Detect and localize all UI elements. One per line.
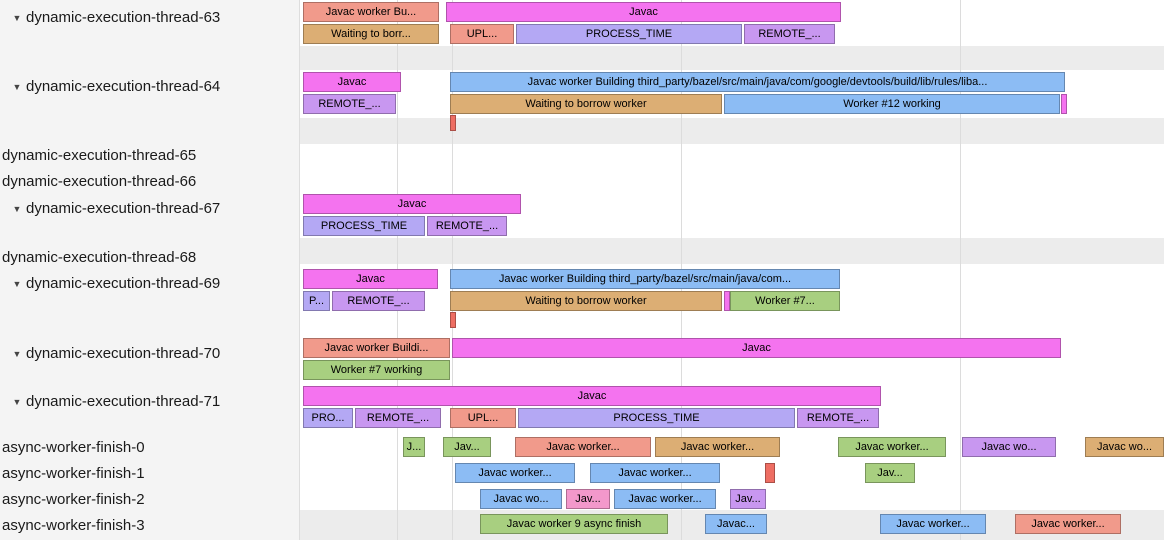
trace-slice[interactable]: Worker #12 working <box>724 94 1060 114</box>
track-name-label: async-worker-finish-3 <box>2 517 145 534</box>
track-dynamic-execution-thread-64[interactable]: ▼ dynamic-execution-thread-64 <box>0 77 308 97</box>
trace-slice[interactable]: PROCESS_TIME <box>518 408 795 428</box>
trace-slice[interactable]: Javac wo... <box>962 437 1056 457</box>
track-async-worker-finish-3[interactable]: async-worker-finish-3 <box>0 516 302 536</box>
trace-slice[interactable]: Javac <box>303 194 521 214</box>
trace-slice[interactable]: Worker #7 working <box>303 360 450 380</box>
track-name-label: dynamic-execution-thread-69 <box>26 275 221 292</box>
trace-slice[interactable]: Javac worker Buildi... <box>303 338 450 358</box>
trace-slice[interactable]: Javac worker... <box>614 489 716 509</box>
trace-slice[interactable]: PROCESS_TIME <box>516 24 742 44</box>
trace-slice[interactable]: PROCESS_TIME <box>303 216 425 236</box>
track-dynamic-execution-thread-70[interactable]: ▼ dynamic-execution-thread-70 <box>0 344 308 364</box>
track-name-label: async-worker-finish-0 <box>2 439 145 456</box>
row-shading-band <box>300 238 1164 264</box>
trace-slice[interactable]: REMOTE_... <box>303 94 396 114</box>
trace-slice[interactable]: Javac worker... <box>455 463 575 483</box>
trace-slice[interactable]: Jav... <box>443 437 491 457</box>
row-shading-band <box>300 46 1164 70</box>
track-dynamic-execution-thread-63[interactable]: ▼ dynamic-execution-thread-63 <box>0 8 308 28</box>
trace-slice[interactable]: REMOTE_... <box>797 408 879 428</box>
trace-slice[interactable]: UPL... <box>450 24 514 44</box>
collapse-triangle-icon[interactable]: ▼ <box>12 13 22 23</box>
trace-slice[interactable]: Javac worker Bu... <box>303 2 439 22</box>
trace-slice[interactable]: Javac worker Building third_party/bazel/… <box>450 269 840 289</box>
trace-slice[interactable] <box>724 291 730 311</box>
collapse-triangle-icon[interactable]: ▼ <box>12 82 22 92</box>
trace-slice[interactable]: Worker #7... <box>730 291 840 311</box>
trace-slice[interactable] <box>450 115 456 131</box>
time-gridline <box>960 0 961 540</box>
collapse-triangle-icon[interactable]: ▼ <box>12 279 22 289</box>
track-dynamic-execution-thread-67[interactable]: ▼ dynamic-execution-thread-67 <box>0 199 308 219</box>
trace-slice[interactable]: Javac worker... <box>1015 514 1121 534</box>
track-name-label: dynamic-execution-thread-68 <box>2 249 197 266</box>
trace-slice[interactable]: PRO... <box>303 408 353 428</box>
trace-slice[interactable]: Javac wo... <box>1085 437 1164 457</box>
trace-slice[interactable]: UPL... <box>450 408 516 428</box>
trace-slice[interactable]: Javac wo... <box>480 489 562 509</box>
track-name-label: async-worker-finish-1 <box>2 465 145 482</box>
trace-slice[interactable]: Javac <box>303 72 401 92</box>
trace-slice[interactable]: Javac worker... <box>515 437 651 457</box>
track-dynamic-execution-thread-71[interactable]: ▼ dynamic-execution-thread-71 <box>0 392 308 412</box>
track-dynamic-execution-thread-68[interactable]: dynamic-execution-thread-68 <box>0 248 302 268</box>
trace-slice[interactable]: Javac worker 9 async finish <box>480 514 668 534</box>
collapse-triangle-icon[interactable]: ▼ <box>12 349 22 359</box>
trace-slice[interactable]: REMOTE_... <box>427 216 507 236</box>
trace-slice[interactable]: Jav... <box>566 489 610 509</box>
track-name-sidebar: ▼ dynamic-execution-thread-63 ▼ dynamic-exe… <box>0 0 300 540</box>
track-name-label: dynamic-execution-thread-66 <box>2 173 197 190</box>
trace-slice[interactable] <box>765 463 775 483</box>
trace-slice[interactable]: Javac worker Building third_party/bazel/… <box>450 72 1065 92</box>
trace-slice[interactable]: Waiting to borrow worker <box>450 291 722 311</box>
trace-slice[interactable]: P... <box>303 291 330 311</box>
track-name-label: dynamic-execution-thread-64 <box>26 78 221 95</box>
trace-slice[interactable]: Jav... <box>865 463 915 483</box>
track-async-worker-finish-1[interactable]: async-worker-finish-1 <box>0 464 302 484</box>
track-dynamic-execution-thread-69[interactable]: ▼ dynamic-execution-thread-69 <box>0 274 308 294</box>
track-async-worker-finish-0[interactable]: async-worker-finish-0 <box>0 438 302 458</box>
trace-slice[interactable]: REMOTE_... <box>332 291 425 311</box>
track-name-label: dynamic-execution-thread-63 <box>26 9 221 26</box>
trace-slice[interactable]: Javac worker... <box>880 514 986 534</box>
trace-slice[interactable]: Javac worker... <box>590 463 720 483</box>
track-name-label: dynamic-execution-thread-71 <box>26 393 221 410</box>
trace-slice[interactable]: Waiting to borrow worker <box>450 94 722 114</box>
trace-slice[interactable]: Javac <box>452 338 1061 358</box>
trace-slice[interactable]: Waiting to borr... <box>303 24 439 44</box>
collapse-triangle-icon[interactable]: ▼ <box>12 397 22 407</box>
track-dynamic-execution-thread-65[interactable]: dynamic-execution-thread-65 <box>0 146 302 166</box>
track-name-label: dynamic-execution-thread-65 <box>2 147 197 164</box>
trace-slice[interactable]: REMOTE_... <box>744 24 835 44</box>
trace-slice[interactable]: Javac worker... <box>655 437 780 457</box>
trace-slice[interactable] <box>1061 94 1067 114</box>
trace-slice[interactable]: Javac <box>303 386 881 406</box>
track-name-label: dynamic-execution-thread-67 <box>26 200 221 217</box>
trace-slice[interactable]: Javac worker... <box>838 437 946 457</box>
track-dynamic-execution-thread-66[interactable]: dynamic-execution-thread-66 <box>0 172 302 192</box>
trace-slice[interactable]: Javac <box>446 2 841 22</box>
trace-slice[interactable]: Javac <box>303 269 438 289</box>
trace-slice[interactable]: J... <box>403 437 425 457</box>
trace-slice[interactable]: REMOTE_... <box>355 408 441 428</box>
trace-slice[interactable]: Javac... <box>705 514 767 534</box>
track-name-label: dynamic-execution-thread-70 <box>26 345 221 362</box>
track-name-label: async-worker-finish-2 <box>2 491 145 508</box>
trace-slice[interactable] <box>450 312 456 328</box>
trace-slice[interactable]: Jav... <box>730 489 766 509</box>
collapse-triangle-icon[interactable]: ▼ <box>12 204 22 214</box>
row-shading-band <box>300 118 1164 144</box>
track-async-worker-finish-2[interactable]: async-worker-finish-2 <box>0 490 302 510</box>
